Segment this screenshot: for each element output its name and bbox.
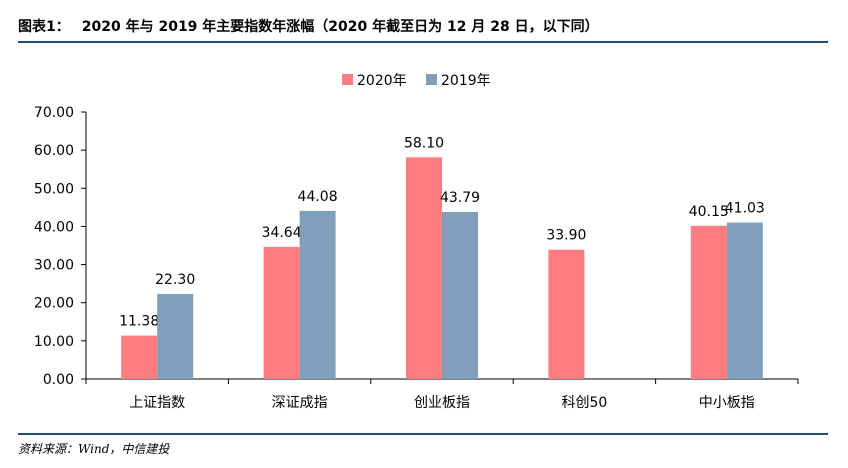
source-note: 资料来源：Wind，中信建投 <box>18 442 170 456</box>
data-label: 34.64 <box>262 225 302 241</box>
data-label: 33.90 <box>546 228 586 244</box>
bar-chart: 2020年 2019年 0.00 10.00 20.00 30.00 40.00 50.00 6… <box>34 73 799 411</box>
legend-label: 2020年 <box>357 73 407 89</box>
x-tick-label: 中小板指 <box>699 395 755 411</box>
legend-label: 2019年 <box>441 73 491 89</box>
legend-swatch <box>426 74 437 85</box>
data-label: 43.79 <box>440 190 480 206</box>
data-label: 40.15 <box>689 204 729 220</box>
bar <box>690 225 727 379</box>
bar <box>263 246 300 379</box>
chart-title: 2020 年与 2019 年主要指数年涨幅（2020 年截至日为 12 月 28… <box>81 19 599 35</box>
y-tick-label: 0.00 <box>43 372 74 388</box>
y-tick-label: 70.00 <box>34 105 74 121</box>
data-label: 58.10 <box>404 135 444 151</box>
y-tick-label: 10.00 <box>34 334 74 350</box>
top-divider <box>18 41 828 43</box>
bottom-divider <box>18 433 828 435</box>
data-label: 22.30 <box>155 272 195 288</box>
bar <box>121 335 158 379</box>
title-row: 图表1： 2020 年与 2019 年主要指数年涨幅（2020 年截至日为 12… <box>18 14 830 38</box>
legend-swatch <box>342 74 353 85</box>
bar <box>157 293 194 379</box>
bar <box>299 210 336 379</box>
data-label: 41.03 <box>725 200 765 216</box>
x-tick-label: 上证指数 <box>129 395 185 411</box>
figure-label: 图表1： <box>18 19 70 35</box>
y-tick-label: 50.00 <box>34 181 74 197</box>
y-tick-label: 20.00 <box>34 296 74 312</box>
bar <box>406 157 442 379</box>
x-tick-label: 科创50 <box>561 395 607 411</box>
bar <box>442 211 478 379</box>
data-label: 11.38 <box>119 314 159 330</box>
x-tick-label: 深证成指 <box>272 395 328 411</box>
y-tick-label: 30.00 <box>34 258 74 274</box>
x-tick-label: 创业板指 <box>414 395 470 411</box>
bar <box>726 222 763 379</box>
data-label: 44.08 <box>298 189 338 205</box>
y-tick-label: 40.00 <box>34 219 74 235</box>
y-tick-label: 60.00 <box>34 143 74 159</box>
bar <box>548 249 585 379</box>
